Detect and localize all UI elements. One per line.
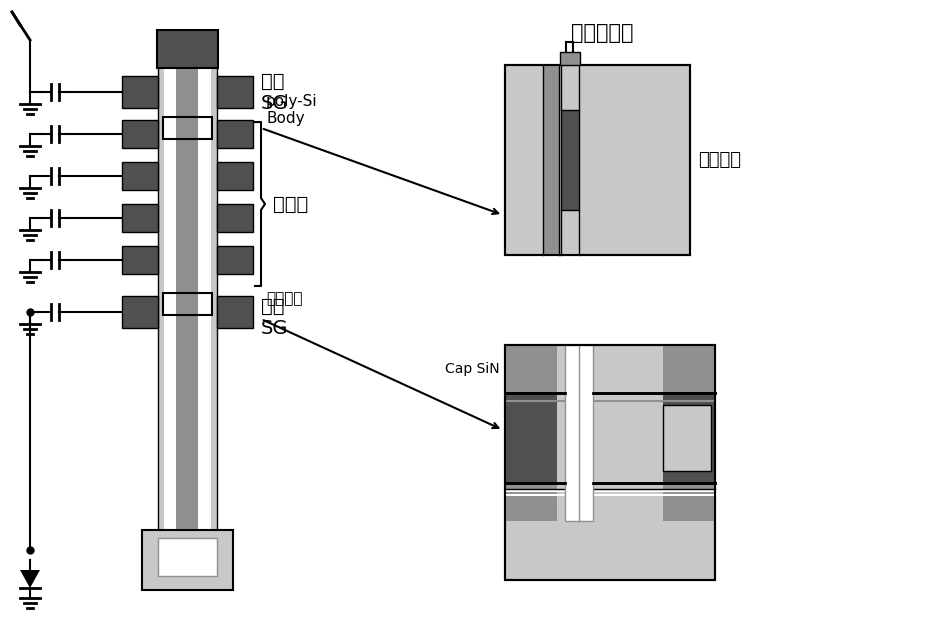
Text: poly-Si
Body: poly-Si Body: [266, 94, 318, 126]
Bar: [505, 65, 690, 255]
Bar: [217, 296, 253, 328]
Text: 上部
SG: 上部 SG: [261, 72, 288, 113]
Bar: [505, 345, 557, 393]
Text: 控制栅: 控制栅: [273, 194, 308, 213]
Bar: [560, 52, 580, 65]
Text: Cap SiN: Cap SiN: [445, 362, 499, 376]
Bar: [561, 65, 579, 255]
Bar: [158, 60, 217, 590]
Bar: [163, 293, 212, 315]
Bar: [122, 162, 158, 190]
Bar: [142, 530, 233, 590]
Bar: [122, 76, 158, 108]
Bar: [505, 65, 690, 255]
Bar: [217, 204, 253, 232]
Text: p+: p+: [676, 431, 698, 445]
Text: 多晶硅栅: 多晶硅栅: [698, 151, 741, 169]
Bar: [157, 30, 218, 68]
Text: 下部
SG: 下部 SG: [261, 297, 288, 338]
Text: n+: n+: [568, 364, 590, 378]
Bar: [164, 60, 211, 590]
Bar: [505, 345, 715, 580]
Bar: [543, 65, 559, 255]
Bar: [163, 117, 212, 139]
Bar: [217, 246, 253, 274]
Bar: [122, 296, 158, 328]
Text: n-: n-: [571, 431, 587, 445]
Bar: [505, 345, 715, 580]
Bar: [565, 345, 593, 521]
Bar: [505, 393, 557, 483]
Text: 电荷捕获层: 电荷捕获层: [571, 23, 633, 43]
Bar: [663, 393, 715, 483]
Bar: [158, 538, 217, 576]
Bar: [217, 76, 253, 108]
Bar: [122, 204, 158, 232]
Bar: [561, 110, 579, 210]
Bar: [176, 60, 198, 545]
Bar: [663, 345, 715, 393]
Text: 多晶硅栅: 多晶硅栅: [266, 292, 302, 306]
Bar: [217, 162, 253, 190]
Bar: [122, 120, 158, 148]
Polygon shape: [20, 570, 40, 588]
Text: n+: n+: [568, 495, 590, 509]
Bar: [663, 405, 711, 471]
Bar: [505, 483, 557, 521]
Bar: [217, 120, 253, 148]
Bar: [122, 246, 158, 274]
Bar: [663, 483, 715, 521]
